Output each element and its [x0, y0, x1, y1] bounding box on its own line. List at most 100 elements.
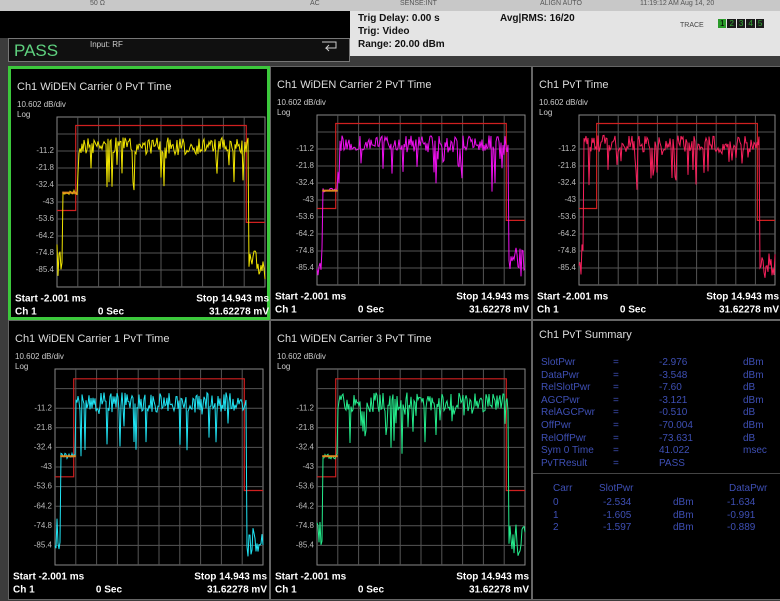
- y-label: -43: [302, 462, 314, 471]
- y-label: -53.6: [34, 482, 53, 491]
- stop: Stop 14.943 ms: [706, 292, 779, 303]
- y-label: -11.2: [36, 146, 54, 155]
- summary-cell: =: [613, 357, 619, 368]
- y-label: -11.2: [296, 144, 314, 153]
- scale: 10.602 dB/div: [17, 100, 66, 109]
- pvt-plot: Ch1 WiDEN Carrier 2 PvT Time 10.602 dB/di…: [275, 79, 529, 316]
- status-item: 11:19:12 AM Aug 14, 20: [640, 0, 715, 7]
- summary-cell: dB: [743, 432, 756, 444]
- y-label: -21.8: [296, 423, 315, 432]
- trace-number: 4: [746, 19, 755, 28]
- trace-label: TRACE: [680, 22, 704, 29]
- y-label: -32.4: [558, 178, 577, 187]
- pvt-panel[interactable]: Ch1 WiDEN Carrier 1 PvT Time 10.602 dB/di…: [8, 320, 270, 600]
- y-label: -74.8: [36, 248, 55, 257]
- status-strip: [0, 0, 780, 11]
- y-label: -32.4: [296, 443, 315, 452]
- start: Start -2.001 ms: [275, 292, 347, 303]
- table-header: DataPwr: [729, 483, 768, 494]
- table-cell: 2: [553, 522, 559, 534]
- pvt-plot: Ch1 WiDEN Carrier 3 PvT Time 10.602 dB/di…: [275, 333, 529, 596]
- table-cell: dBm: [673, 509, 694, 521]
- summary-cell: Sym 0 Time: [541, 445, 594, 457]
- time: 0 Sec: [358, 305, 385, 316]
- y-label: -11.2: [34, 403, 52, 412]
- panel-title: Ch1 WiDEN Carrier 0 PvT Time: [17, 81, 171, 93]
- stop: Stop 14.943 ms: [456, 292, 529, 303]
- y-label: -64.2: [36, 231, 55, 240]
- message-area: [0, 11, 350, 38]
- limit-mask: [317, 378, 525, 492]
- summary-cell: SlotPwr: [541, 357, 576, 368]
- pvt-panel[interactable]: Ch1 WiDEN Carrier 2 PvT Time 10.602 dB/di…: [270, 66, 532, 320]
- y-label: -21.8: [296, 161, 315, 170]
- summary-cell: 41.022: [659, 445, 690, 457]
- start: Start -2.001 ms: [275, 572, 347, 583]
- summary-cell: =: [613, 407, 619, 419]
- scale-type: Log: [277, 362, 290, 371]
- summary-title: Ch1 PvT Summary: [539, 329, 632, 341]
- scale: 10.602 dB/div: [539, 98, 588, 107]
- y-label: -21.8: [558, 161, 577, 170]
- pvt-plot: Ch1 WiDEN Carrier 1 PvT Time 10.602 dB/di…: [13, 333, 267, 596]
- scale-type: Log: [277, 108, 290, 117]
- time: 0 Sec: [358, 585, 385, 596]
- y-label: -53.6: [296, 212, 315, 221]
- ref: 31.62278 mV: [207, 585, 267, 596]
- y-label: -64.2: [34, 501, 53, 510]
- input: Input: RF: [90, 40, 123, 49]
- ref: 31.62278 mV: [469, 585, 529, 596]
- table-header: SlotPwr: [599, 483, 634, 494]
- pvt-panel[interactable]: Ch1 PvT Time 10.602 dB/div Log -11.2 -21.8 -3…: [532, 66, 780, 320]
- channel: Ch 1: [15, 307, 37, 318]
- table-cell: -2.534: [603, 497, 632, 508]
- table-cell: -1.605: [603, 509, 632, 521]
- pvt-panel[interactable]: Ch1 WiDEN Carrier 3 PvT Time 10.602 dB/di…: [270, 320, 532, 600]
- scale-type: Log: [17, 110, 30, 119]
- time: 0 Sec: [620, 305, 647, 316]
- y-label: -43: [42, 197, 54, 206]
- panel-title: Ch1 WiDEN Carrier 1 PvT Time: [15, 333, 169, 345]
- table-cell: -1.597: [603, 522, 632, 534]
- scale: 10.602 dB/div: [277, 352, 326, 361]
- y-label: -32.4: [34, 443, 53, 452]
- table-header: Carr: [553, 483, 573, 494]
- summary-cell: dB: [743, 407, 756, 419]
- status-item: AC: [310, 0, 320, 7]
- ref: 31.62278 mV: [469, 305, 529, 316]
- time: 0 Sec: [98, 307, 125, 318]
- avg: Avg|RMS: 16/20: [500, 13, 575, 24]
- table-cell: -0.991: [727, 509, 756, 521]
- summary-cell: =: [613, 420, 619, 431]
- panel-title: Ch1 PvT Time: [539, 79, 609, 91]
- scale: 10.602 dB/div: [15, 352, 64, 361]
- summary-cell: =: [613, 394, 619, 406]
- table-cell: -0.889: [727, 522, 756, 534]
- summary-panel[interactable]: Ch1 PvT Summary SlotPwr = -2.976 dBm DataPwr =…: [532, 320, 780, 600]
- y-label: -85.4: [296, 541, 315, 550]
- time: 0 Sec: [96, 585, 123, 596]
- trace: [578, 134, 776, 278]
- channel: Ch 1: [13, 585, 35, 596]
- stop: Stop 14.943 ms: [456, 572, 529, 583]
- summary-cell: OffPwr: [541, 420, 572, 431]
- summary-cell: dBm: [743, 357, 764, 368]
- trig: Trig: Video: [358, 26, 410, 37]
- y-label: -64.2: [558, 229, 577, 238]
- summary-cell: dBm: [743, 394, 764, 406]
- result: PASS: [14, 41, 59, 60]
- limit-mask: [317, 122, 525, 221]
- y-label: -74.8: [558, 246, 577, 255]
- summary-cell: =: [613, 457, 619, 469]
- table-cell: 1: [553, 509, 559, 521]
- y-label: -11.2: [558, 144, 576, 153]
- y-label: -21.8: [36, 163, 55, 172]
- summary-cell: -7.60: [659, 382, 682, 394]
- summary-cell: -73.631: [659, 432, 693, 444]
- y-label: -85.4: [36, 265, 55, 274]
- pvt-panel[interactable]: Ch1 WiDEN Carrier 0 PvT Time 10.602 dB/di…: [8, 66, 270, 320]
- summary-cell: RelSlotPwr: [541, 382, 591, 394]
- y-label: -21.8: [34, 423, 53, 432]
